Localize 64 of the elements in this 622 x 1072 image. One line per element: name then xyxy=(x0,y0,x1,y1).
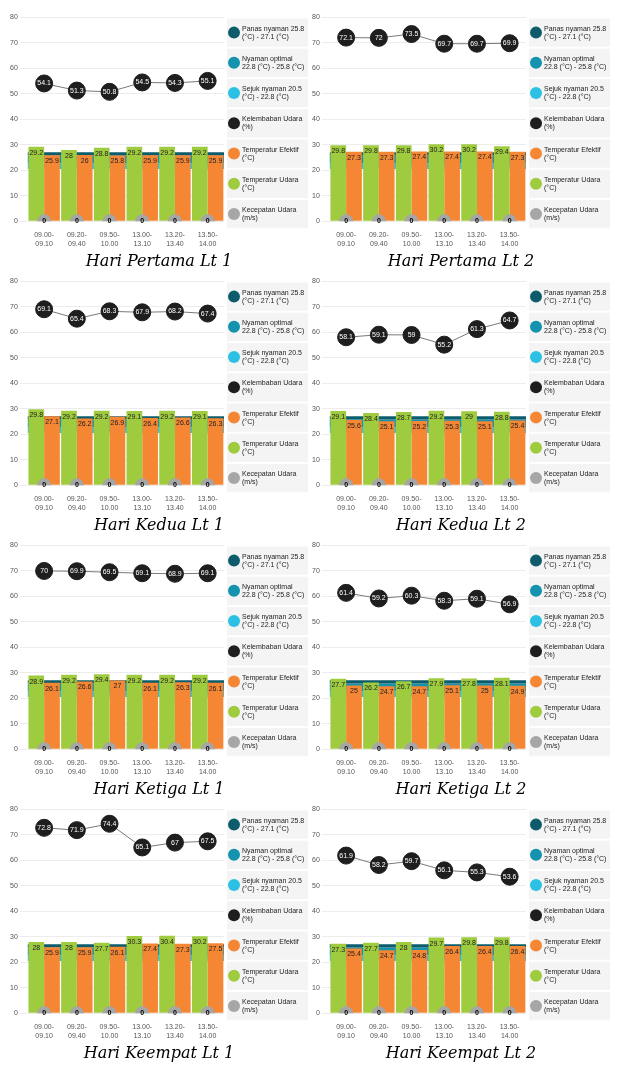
bar xyxy=(174,682,191,749)
bar xyxy=(363,682,379,749)
bar xyxy=(44,416,60,485)
bar xyxy=(330,678,347,749)
bar xyxy=(93,410,110,485)
bar xyxy=(493,677,510,749)
bar xyxy=(330,943,347,1013)
bar xyxy=(378,421,395,485)
bar xyxy=(493,411,510,485)
bar xyxy=(44,682,60,749)
bar xyxy=(476,945,493,1013)
bar xyxy=(378,950,395,1013)
bar xyxy=(61,941,77,1013)
bar xyxy=(346,420,362,485)
bar xyxy=(76,418,93,485)
bar xyxy=(159,935,175,1013)
bar xyxy=(174,417,191,485)
bar xyxy=(461,678,477,749)
bar xyxy=(159,410,175,485)
bar xyxy=(76,947,93,1013)
bar xyxy=(93,942,110,1013)
bar xyxy=(476,421,493,485)
bar xyxy=(395,941,412,1013)
bar xyxy=(191,411,208,485)
bar xyxy=(142,943,158,1013)
bar xyxy=(493,937,510,1013)
bar xyxy=(61,674,77,749)
bar xyxy=(395,681,412,749)
bar xyxy=(28,675,45,749)
bar xyxy=(444,420,460,485)
bar xyxy=(191,936,208,1013)
bar xyxy=(28,941,45,1013)
bar xyxy=(444,945,460,1013)
bar xyxy=(61,410,77,485)
bar xyxy=(109,680,126,749)
bar xyxy=(476,685,493,749)
text: Hari Kedua Lt 2 xyxy=(395,515,527,535)
bar xyxy=(330,411,347,485)
text: Hari Pertama Lt 1 xyxy=(84,251,234,271)
bar xyxy=(142,417,158,485)
point xyxy=(369,28,388,47)
bar xyxy=(174,943,191,1013)
bar xyxy=(461,937,477,1013)
bar xyxy=(28,409,45,485)
text: Hari Ketiga Lt 2 xyxy=(394,779,528,799)
bar xyxy=(461,411,477,485)
bar xyxy=(191,674,208,749)
bar xyxy=(378,686,395,749)
bar xyxy=(44,947,60,1013)
text: Hari Keempat Lt 2 xyxy=(384,1043,538,1063)
bar xyxy=(363,412,379,485)
bar xyxy=(395,412,412,485)
bar xyxy=(142,682,158,749)
text: Hari Keempat Lt 1 xyxy=(82,1043,236,1063)
bar xyxy=(76,681,93,749)
text: Hari Ketiga Lt 1 xyxy=(92,779,226,799)
bar xyxy=(346,685,362,749)
bar xyxy=(93,674,110,749)
bar xyxy=(159,674,175,749)
text: Hari Pertama Lt 2 xyxy=(386,251,536,271)
bar xyxy=(346,948,362,1013)
bar xyxy=(444,685,460,749)
text: Hari Kedua Lt 1 xyxy=(93,515,225,535)
bar xyxy=(363,942,379,1013)
